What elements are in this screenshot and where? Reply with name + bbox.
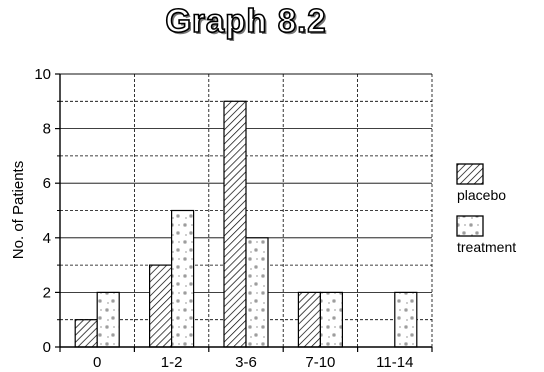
bar-placebo-0 bbox=[74, 319, 98, 348]
bar-treatment-0 bbox=[96, 291, 120, 348]
y-tick-label: 2 bbox=[43, 284, 51, 301]
x-tick-label: 11-14 bbox=[376, 354, 413, 371]
bar-placebo-3-6 bbox=[223, 100, 247, 348]
y-tick-label: 0 bbox=[43, 339, 51, 356]
legend-label-treatment: treatment bbox=[457, 239, 516, 255]
bar-placebo-1-2 bbox=[149, 264, 173, 348]
legend-swatch-placebo bbox=[456, 163, 484, 185]
x-tick-label: 3-6 bbox=[235, 354, 257, 371]
x-tick-label: 7-10 bbox=[305, 354, 335, 371]
y-axis-ticks: 0 2 4 6 8 10 bbox=[34, 66, 60, 356]
y-tick-label: 10 bbox=[34, 66, 51, 83]
x-axis-ticks: 0 1-2 3-6 7-10 11-14 bbox=[59, 347, 433, 371]
legend: placebo treatment bbox=[456, 163, 516, 255]
legend-label-placebo: placebo bbox=[457, 187, 506, 203]
bar-placebo-7-10 bbox=[297, 291, 321, 348]
x-tick-label: 0 bbox=[93, 354, 101, 371]
x-tick-label: 1-2 bbox=[161, 354, 183, 371]
legend-swatch-treatment bbox=[456, 215, 484, 237]
y-axis-title: No. of Patients bbox=[10, 161, 27, 259]
bars bbox=[74, 100, 418, 348]
bar-treatment-11-14 bbox=[394, 291, 418, 348]
bar-treatment-1-2 bbox=[171, 209, 195, 348]
bar-treatment-3-6 bbox=[245, 237, 269, 348]
chart-title: Graph 8.2 bbox=[165, 1, 327, 40]
y-tick-label: 6 bbox=[43, 175, 51, 192]
y-tick-label: 8 bbox=[43, 121, 51, 138]
bar-treatment-7-10 bbox=[319, 291, 343, 348]
y-tick-label: 4 bbox=[43, 230, 51, 247]
